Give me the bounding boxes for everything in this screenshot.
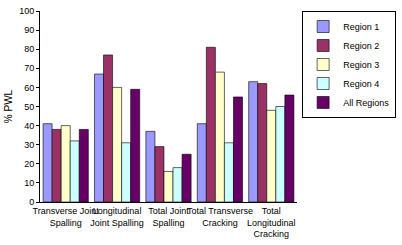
svg-text:% PWL: % PWL <box>3 89 14 123</box>
svg-text:90: 90 <box>24 25 34 35</box>
svg-text:100: 100 <box>19 6 34 16</box>
svg-text:Region 1: Region 1 <box>343 22 379 32</box>
svg-text:60: 60 <box>24 83 34 93</box>
svg-text:40: 40 <box>24 121 34 131</box>
svg-text:30: 30 <box>24 140 34 150</box>
svg-text:Total JointSpalling: Total JointSpalling <box>148 206 189 228</box>
svg-text:All Regions: All Regions <box>343 98 389 108</box>
svg-text:70: 70 <box>24 63 34 73</box>
svg-text:10: 10 <box>24 178 34 188</box>
svg-text:0: 0 <box>29 197 34 207</box>
svg-text:20: 20 <box>24 159 34 169</box>
svg-text:Region 2: Region 2 <box>343 41 379 51</box>
svg-text:Region 3: Region 3 <box>343 60 379 70</box>
svg-text:Region 4: Region 4 <box>343 79 379 89</box>
svg-text:50: 50 <box>24 102 34 112</box>
svg-text:Transverse JointSpalling: Transverse JointSpalling <box>33 206 100 228</box>
svg-text:80: 80 <box>24 44 34 54</box>
svg-text:TotalLongitudinalCracking: TotalLongitudinalCracking <box>247 206 296 239</box>
svg-text:Total TransverseCracking: Total TransverseCracking <box>187 206 253 228</box>
svg-text:LongitudinalJoint Spalling: LongitudinalJoint Spalling <box>90 206 144 228</box>
